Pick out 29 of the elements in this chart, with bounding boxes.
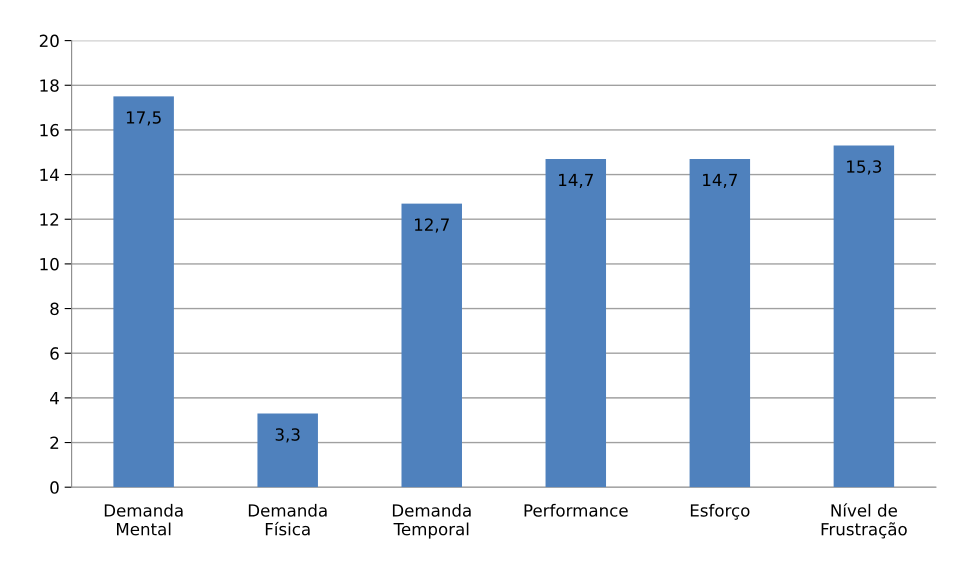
- y-tick-label: 0: [50, 481, 59, 494]
- y-tick-label: 10: [40, 258, 59, 270]
- data-label: 14,7: [559, 174, 593, 188]
- y-tick-label: 12: [40, 213, 58, 226]
- bar: [690, 158, 750, 488]
- data-label: 14,7: [703, 174, 737, 188]
- y-tick-label: 18: [40, 79, 59, 92]
- y-tick-label: 16: [40, 124, 59, 136]
- bar: [546, 158, 606, 488]
- x-tick-label: Nível de Frustração: [822, 503, 907, 538]
- y-tick-label: 2: [50, 436, 58, 449]
- data-label: 15,3: [847, 160, 882, 175]
- data-label: 3,3: [276, 428, 300, 443]
- x-tick-label: Demanda Temporal: [392, 504, 471, 539]
- bar: [113, 96, 174, 488]
- bar: [401, 204, 462, 488]
- bar: [834, 146, 894, 488]
- x-tick-label: Esforço: [690, 504, 750, 520]
- y-tick-label: 14: [40, 168, 59, 181]
- data-label: 12,7: [415, 218, 449, 233]
- y-tick-label: 4: [50, 392, 59, 404]
- x-tick-label: Performance: [524, 504, 628, 517]
- y-tick-label: 20: [40, 34, 59, 48]
- y-tick-label: 6: [50, 347, 59, 360]
- bar: [257, 414, 318, 488]
- x-tick-label: Demanda Física: [248, 504, 327, 536]
- y-tick-label: 8: [50, 302, 59, 316]
- x-tick-label: Demanda Mental: [104, 504, 183, 536]
- data-label: 17,5: [126, 111, 161, 126]
